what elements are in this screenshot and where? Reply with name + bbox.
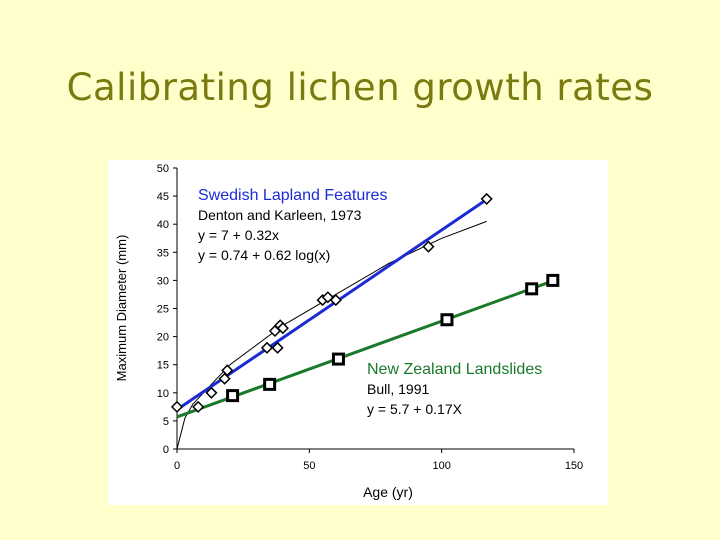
- y-tick-label: 10: [157, 388, 169, 400]
- lichen-growth-chart: 0 5 10 15 20 25 30 35 40 45 50 0 50 100 150 Swedish La…: [114, 163, 583, 500]
- nz-data-point: [263, 377, 277, 391]
- swedish-linear-eq-label: y = 7 + 0.32x: [198, 227, 279, 243]
- swedish-data-point: [271, 341, 284, 354]
- y-tick-label: 30: [157, 275, 169, 287]
- nz-data-point: [440, 313, 454, 327]
- swedish-title-label: Swedish Lapland Features: [198, 187, 387, 204]
- y-tick-label: 40: [157, 219, 169, 231]
- y-tick-label: 45: [157, 191, 169, 203]
- nz-data-point: [525, 282, 539, 296]
- y-tick-label: 25: [157, 304, 169, 316]
- swedish-log-eq-label: y = 0.74 + 0.62 log(x): [198, 247, 330, 263]
- swedish-data-point: [422, 240, 435, 253]
- swedish-data-point: [260, 341, 274, 354]
- nz-eq-label: y = 5.7 + 0.17X: [367, 401, 463, 417]
- x-tick-label: 0: [174, 460, 180, 472]
- x-tick-label: 50: [303, 460, 315, 472]
- swedish-data-point: [205, 386, 218, 399]
- swedish-data-point: [276, 322, 289, 335]
- y-axis-label: Maximum Diameter (mm): [114, 235, 129, 382]
- nz-data-point: [546, 273, 560, 287]
- y-tick-label: 5: [163, 416, 169, 428]
- swedish-data-point: [480, 192, 493, 205]
- y-tick-label: 20: [157, 332, 169, 344]
- swedish-data-point: [218, 372, 231, 385]
- swedish-data-point: [170, 400, 184, 413]
- x-axis-label: Age (yr): [363, 484, 413, 500]
- x-tick-label: 100: [432, 460, 450, 472]
- y-tick-label: 0: [163, 444, 169, 456]
- swedish-data-point: [329, 294, 342, 307]
- y-tick-label: 15: [157, 360, 169, 372]
- nz-fit-line: [176, 279, 554, 419]
- nz-citation-label: Bull, 1991: [367, 381, 429, 397]
- swedish-data-point: [192, 400, 205, 413]
- x-tick-label: 150: [565, 460, 583, 472]
- swedish-citation-label: Denton and Karleen, 1973: [198, 207, 362, 223]
- nz-data-point: [226, 389, 240, 403]
- y-tick-label: 35: [157, 247, 169, 259]
- y-tick-label: 50: [157, 163, 169, 175]
- chart-panel: 0 5 10 15 20 25 30 35 40 45 50 0 50 100 150 Swedish La…: [108, 160, 608, 505]
- nz-title-label: New Zealand Landslides: [367, 361, 542, 378]
- swedish-data-point: [221, 364, 234, 377]
- slide-title: Calibrating lichen growth rates: [66, 66, 654, 109]
- nz-data-point: [331, 352, 345, 366]
- log-fit-curve: [176, 220, 487, 450]
